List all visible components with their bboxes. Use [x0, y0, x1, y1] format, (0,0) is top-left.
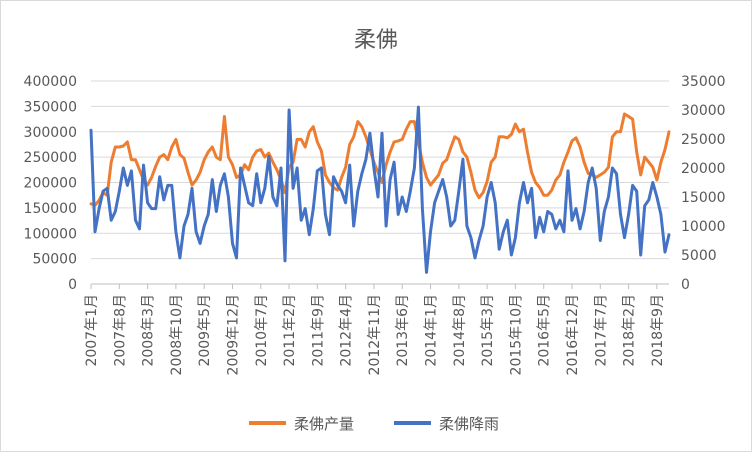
right-y-axis: 0 5000 10000 15000 20000 25000 30000 35000: [681, 74, 726, 293]
x-tick-label: 2009年5月: [197, 294, 213, 367]
x-axis: 2007年1月 2007年8月 2008年3月 2008年10月 2009年5月 2009…: [84, 283, 669, 375]
x-tick-label: 2011年2月: [282, 294, 298, 367]
x-tick-label: 2012年11月: [367, 294, 383, 375]
x-tick-label: 2016年12月: [565, 294, 581, 375]
x-tick-label: 2014年1月: [424, 294, 440, 367]
right-tick-label: 35000: [681, 74, 726, 90]
x-tick-label: 2015年10月: [508, 294, 524, 375]
x-tick-label: 2018年2月: [622, 294, 638, 367]
right-tick-label: 25000: [681, 132, 726, 148]
right-tick-label: 30000: [681, 103, 726, 119]
legend-label-rainfall: 柔佛降雨: [439, 415, 499, 433]
right-tick-label: 20000: [681, 161, 726, 177]
x-tick-label: 2008年10月: [169, 294, 185, 375]
series-line-rainfall: [89, 105, 671, 274]
left-tick-label: 400000: [24, 74, 77, 90]
x-tick-label: 2010年7月: [254, 294, 270, 367]
left-tick-label: 250000: [24, 150, 77, 166]
x-tick-label: 2013年6月: [395, 294, 411, 367]
left-tick-label: 0: [68, 277, 77, 293]
x-tick-label: 2014年8月: [452, 294, 468, 367]
left-tick-label: 350000: [24, 99, 77, 115]
legend-label-production: 柔佛产量: [294, 415, 354, 433]
chart-title: 柔佛: [354, 28, 398, 53]
x-tick-label: 2015年3月: [480, 294, 496, 367]
right-tick-label: 15000: [681, 190, 726, 206]
right-tick-label: 0: [681, 277, 690, 293]
x-tick-label: 2016年5月: [537, 294, 553, 367]
x-tick-label: 2009年12月: [225, 294, 241, 375]
right-tick-label: 10000: [681, 219, 726, 235]
x-tick-label: 2012年4月: [339, 294, 355, 367]
x-tick-label: 2008年3月: [141, 294, 157, 367]
x-tick-label: 2011年9月: [310, 294, 326, 367]
left-tick-label: 300000: [24, 125, 77, 141]
left-y-axis: 0 50000 100000 150000 200000 250000 300000 3500…: [24, 74, 77, 293]
left-tick-label: 100000: [24, 226, 77, 242]
x-tick-label: 2007年1月: [84, 294, 100, 367]
x-tick-label: 2018年9月: [650, 294, 666, 367]
left-tick-label: 50000: [32, 252, 77, 268]
right-tick-label: 5000: [681, 248, 717, 264]
left-tick-label: 150000: [24, 201, 77, 217]
series-lines: [89, 105, 671, 274]
left-tick-label: 200000: [24, 176, 77, 192]
x-tick-label: 2007年8月: [112, 294, 128, 367]
x-tick-label: 2017年7月: [593, 294, 609, 367]
legend: 柔佛产量 柔佛降雨: [249, 415, 499, 433]
